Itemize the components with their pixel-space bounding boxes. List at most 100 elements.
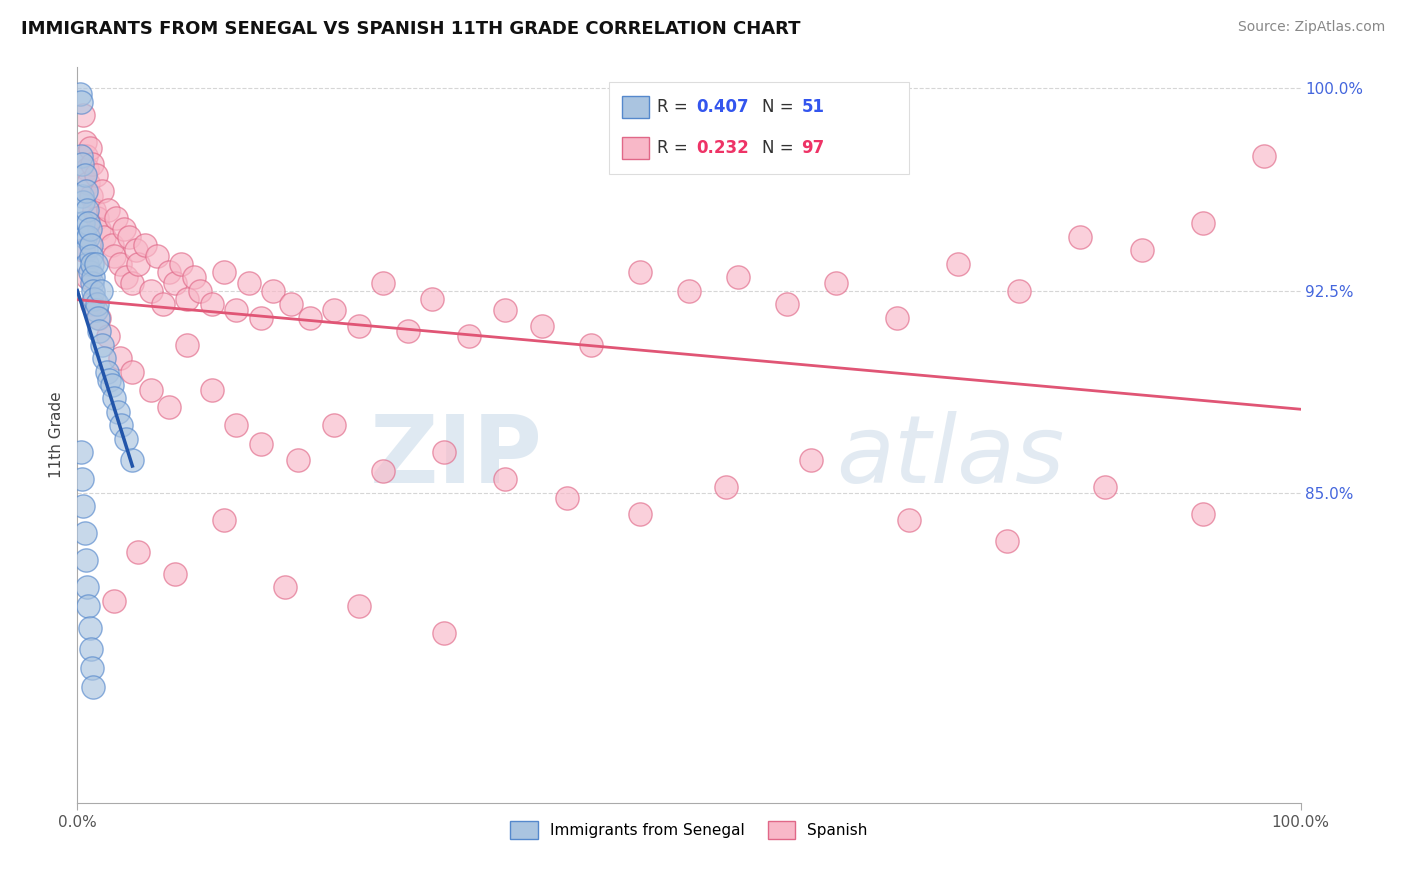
FancyBboxPatch shape	[609, 81, 910, 174]
Point	[84, 168, 107, 182]
Point	[898, 513, 921, 527]
Point	[170, 257, 193, 271]
Point	[77, 176, 100, 190]
Point	[225, 418, 247, 433]
Point	[103, 249, 125, 263]
Point	[80, 276, 103, 290]
Point	[274, 580, 297, 594]
Point	[108, 257, 131, 271]
Point	[280, 297, 302, 311]
Point	[176, 292, 198, 306]
Point	[250, 437, 273, 451]
Text: R =: R =	[657, 98, 693, 116]
Point	[75, 243, 97, 257]
FancyBboxPatch shape	[621, 96, 648, 119]
Point	[69, 87, 91, 101]
Point	[77, 599, 100, 613]
Point	[79, 221, 101, 235]
Point	[90, 184, 112, 198]
Point	[678, 284, 700, 298]
Point	[347, 318, 370, 333]
Point	[80, 661, 103, 675]
Point	[80, 237, 103, 252]
Legend: Immigrants from Senegal, Spanish: Immigrants from Senegal, Spanish	[502, 814, 876, 847]
Point	[82, 270, 104, 285]
Point	[1094, 480, 1116, 494]
Point	[75, 553, 97, 567]
Point	[100, 378, 122, 392]
Text: IMMIGRANTS FROM SENEGAL VS SPANISH 11TH GRADE CORRELATION CHART: IMMIGRANTS FROM SENEGAL VS SPANISH 11TH …	[21, 20, 800, 37]
Point	[115, 432, 138, 446]
Point	[121, 364, 143, 378]
Point	[127, 545, 149, 559]
Point	[70, 149, 93, 163]
Point	[371, 276, 394, 290]
Point	[121, 453, 143, 467]
Point	[176, 337, 198, 351]
Point	[121, 276, 143, 290]
Point	[800, 453, 823, 467]
Text: ZIP: ZIP	[370, 411, 543, 503]
Point	[139, 284, 162, 298]
Point	[72, 243, 94, 257]
Point	[86, 211, 108, 225]
Point	[82, 284, 104, 298]
Point	[579, 337, 602, 351]
Point	[347, 599, 370, 613]
Point	[79, 621, 101, 635]
Point	[118, 229, 141, 244]
Point	[628, 508, 651, 522]
Point	[157, 400, 180, 414]
Point	[396, 324, 419, 338]
Point	[76, 580, 98, 594]
Point	[100, 237, 122, 252]
Text: 97: 97	[801, 139, 825, 157]
Point	[112, 221, 135, 235]
Point	[495, 472, 517, 486]
Point	[165, 566, 187, 581]
Point	[188, 284, 211, 298]
Point	[433, 445, 456, 459]
Point	[201, 297, 224, 311]
Text: Source: ZipAtlas.com: Source: ZipAtlas.com	[1237, 20, 1385, 34]
Point	[125, 243, 148, 257]
Point	[1008, 284, 1031, 298]
Point	[80, 297, 103, 311]
Point	[76, 162, 98, 177]
Point	[73, 168, 96, 182]
Point	[82, 680, 104, 694]
Point	[1191, 508, 1213, 522]
Point	[323, 302, 346, 317]
Point	[72, 500, 94, 514]
Point	[89, 310, 111, 325]
Text: R =: R =	[657, 139, 693, 157]
Point	[75, 184, 97, 198]
Point	[79, 141, 101, 155]
Point	[531, 318, 554, 333]
Point	[90, 284, 112, 298]
Point	[80, 642, 103, 657]
Point	[420, 292, 443, 306]
Point	[946, 257, 969, 271]
Point	[83, 202, 105, 217]
Text: atlas: atlas	[835, 411, 1064, 502]
Point	[93, 229, 115, 244]
Point	[146, 249, 169, 263]
Text: 0.232: 0.232	[696, 139, 749, 157]
Point	[201, 384, 224, 398]
Point	[628, 265, 651, 279]
Point	[157, 265, 180, 279]
Point	[80, 157, 103, 171]
Point	[70, 157, 93, 171]
Point	[96, 364, 118, 378]
Point	[212, 265, 235, 279]
Point	[98, 373, 121, 387]
Point	[70, 472, 93, 486]
Point	[97, 202, 120, 217]
Text: 0.407: 0.407	[696, 98, 749, 116]
Point	[457, 329, 479, 343]
Point	[86, 297, 108, 311]
Point	[262, 284, 284, 298]
Point	[89, 324, 111, 338]
Point	[165, 276, 187, 290]
